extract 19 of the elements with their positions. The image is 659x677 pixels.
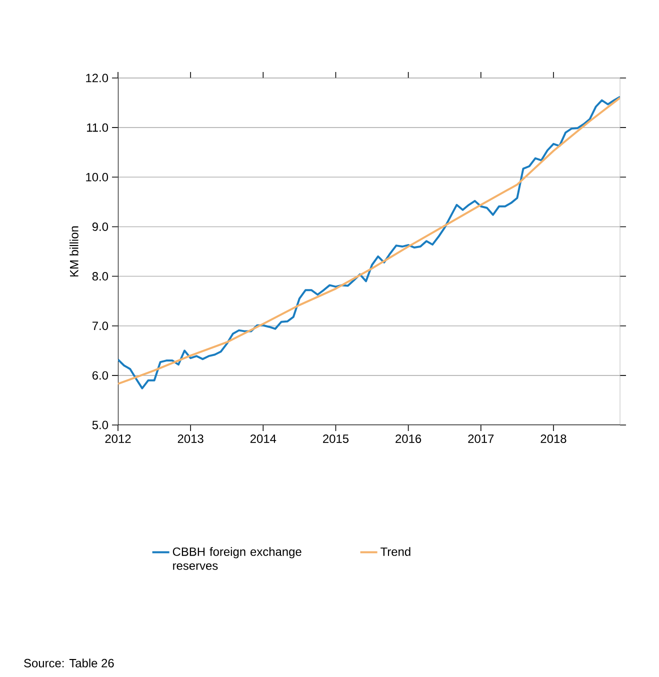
y-tick-label: 8.0 [92,272,108,281]
x-tick-label: 2017 [468,434,494,443]
y-tick-label: 7.0 [92,322,108,330]
source-note: Source: Table 26 [24,658,114,668]
x-tick-label: 2013 [178,434,204,443]
legend-label: Trend [380,547,410,556]
x-tick-label: 2015 [323,434,349,443]
y-tick-label: 11.0 [87,123,108,132]
y-tick-label: 9.0 [92,222,108,231]
x-tick-label: 2018 [540,434,566,443]
y-axis-title: KM billion [70,226,78,276]
x-tick-label: 2014 [250,434,276,443]
y-tick-label: 10.0 [86,172,108,182]
y-tick-label: 6.0 [92,371,108,380]
legend-label: CBBH foreign exchange reserves [172,547,302,570]
x-tick-label: 2012 [105,434,131,443]
y-tick-label: 5.0 [92,420,108,430]
y-tick-label: 12.0 [86,74,108,82]
x-tick-label: 2016 [396,434,422,443]
